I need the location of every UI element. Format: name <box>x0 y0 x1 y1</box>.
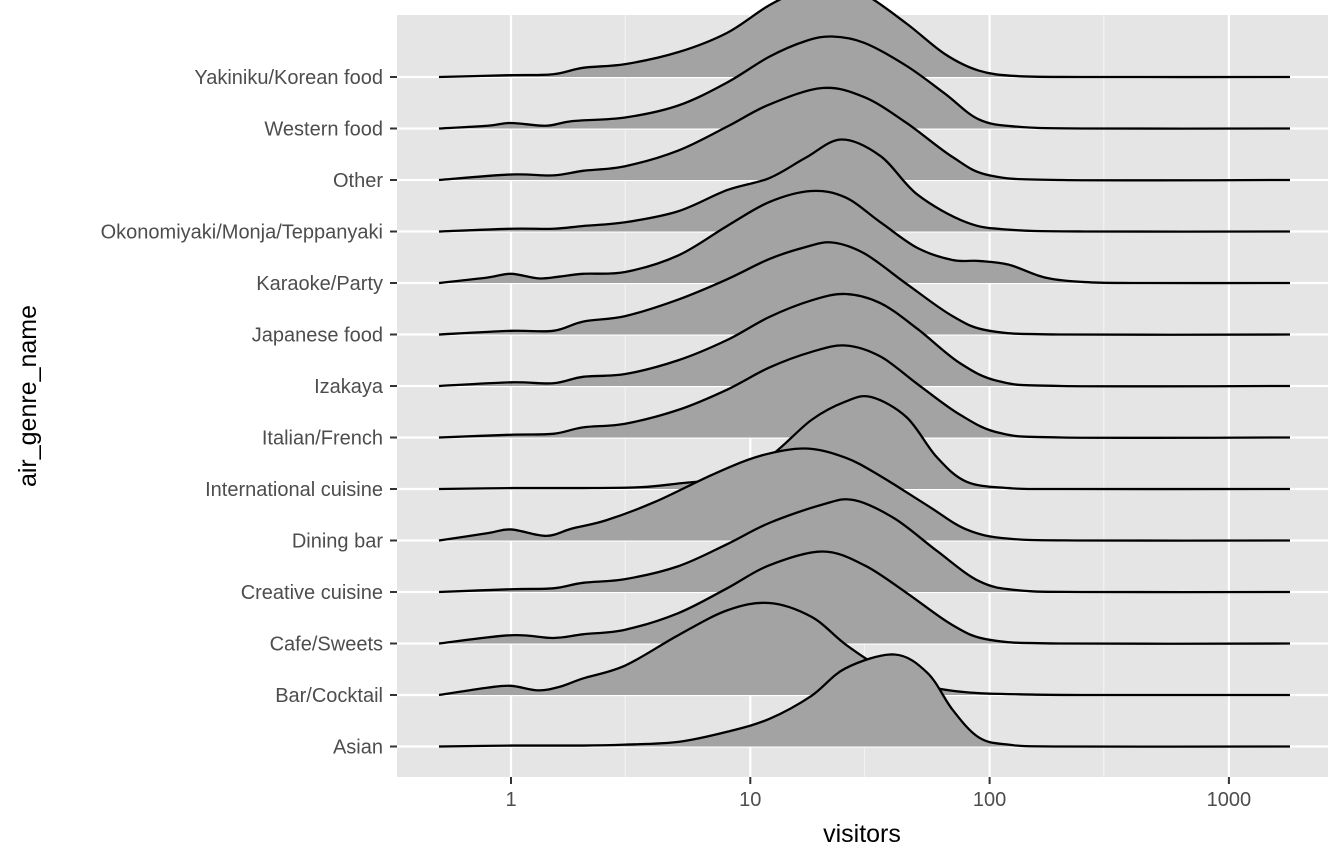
ridge-fill-asian <box>438 654 1290 747</box>
ridge-fill-bar-cocktail <box>438 602 1290 696</box>
x-axis: 1 10 100 1000 <box>505 777 1251 811</box>
ridge-line-okonomiyaki-monja-teppanyaki <box>438 138 1290 233</box>
ridge-line-other <box>438 86 1290 182</box>
y-tick-label: Italian/French <box>262 428 383 450</box>
y-tick-label: International cuisine <box>205 479 383 501</box>
y-tick-label: Cafe/Sweets <box>270 634 383 656</box>
ridge-fill-creative-cuisine <box>438 499 1290 593</box>
ridge-fill-western-food <box>438 36 1290 129</box>
y-tick-label: Japanese food <box>252 325 383 347</box>
ridge-fill-other <box>438 87 1290 181</box>
y-tick-label: Dining bar <box>292 531 384 553</box>
ridge-line-asian <box>438 653 1290 748</box>
ridge-line-dining-bar <box>438 447 1290 542</box>
y-tick-label: Asian <box>333 737 383 759</box>
x-axis-title: visitors <box>823 820 901 848</box>
ridge-line-cafe-sweets <box>438 550 1290 645</box>
ridge-fill-karaoke-party <box>438 190 1290 284</box>
x-tick-label: 100 <box>973 789 1006 811</box>
ridge-fill-yakiniku-korean-food <box>438 0 1290 78</box>
ridge-line-western-food <box>438 35 1290 130</box>
ridge-line-bar-cocktail <box>438 601 1290 697</box>
ridge-fill-cafe-sweets <box>438 551 1290 644</box>
ridge-fill-izakaya <box>438 293 1290 387</box>
y-tick-label: Other <box>333 170 383 192</box>
y-tick-label: Karaoke/Party <box>256 273 383 295</box>
ridge-line-italian-french <box>438 344 1290 439</box>
ridge-fill-dining-bar <box>438 448 1290 541</box>
ridge-line-international-cuisine <box>438 394 1290 491</box>
ridge-line-creative-cuisine <box>438 498 1290 594</box>
ridge-fill-international-cuisine <box>438 396 1290 490</box>
y-tick-label: Izakaya <box>314 376 384 398</box>
y-axis-title: air_genre_name <box>14 305 42 487</box>
y-axis: Asian Bar/Cocktail Cafe/Sweets Creative cui… <box>101 67 397 759</box>
ridge-fill-okonomiyaki-monja-teppanyaki <box>438 139 1290 232</box>
ridge-line-izakaya <box>438 292 1290 388</box>
x-tick-label: 1 <box>505 789 516 811</box>
ridge-fill-japanese-food <box>438 242 1290 335</box>
ridge-fill-italian-french <box>438 345 1290 438</box>
x-tick-label: 1000 <box>1207 789 1252 811</box>
y-tick-label: Western food <box>264 119 383 141</box>
ridge-line-japanese-food <box>438 241 1290 336</box>
y-tick-label: Okonomiyaki/Monja/Teppanyaki <box>101 222 383 244</box>
ridge-line-yakiniku-korean-food <box>438 0 1290 79</box>
y-tick-label: Bar/Cocktail <box>275 685 383 707</box>
y-tick-label: Creative cuisine <box>241 582 383 604</box>
density-ridges <box>438 0 1290 748</box>
x-tick-label: 10 <box>739 789 761 811</box>
y-tick-label: Yakiniku/Korean food <box>194 67 383 89</box>
ridge-line-karaoke-party <box>438 189 1290 285</box>
